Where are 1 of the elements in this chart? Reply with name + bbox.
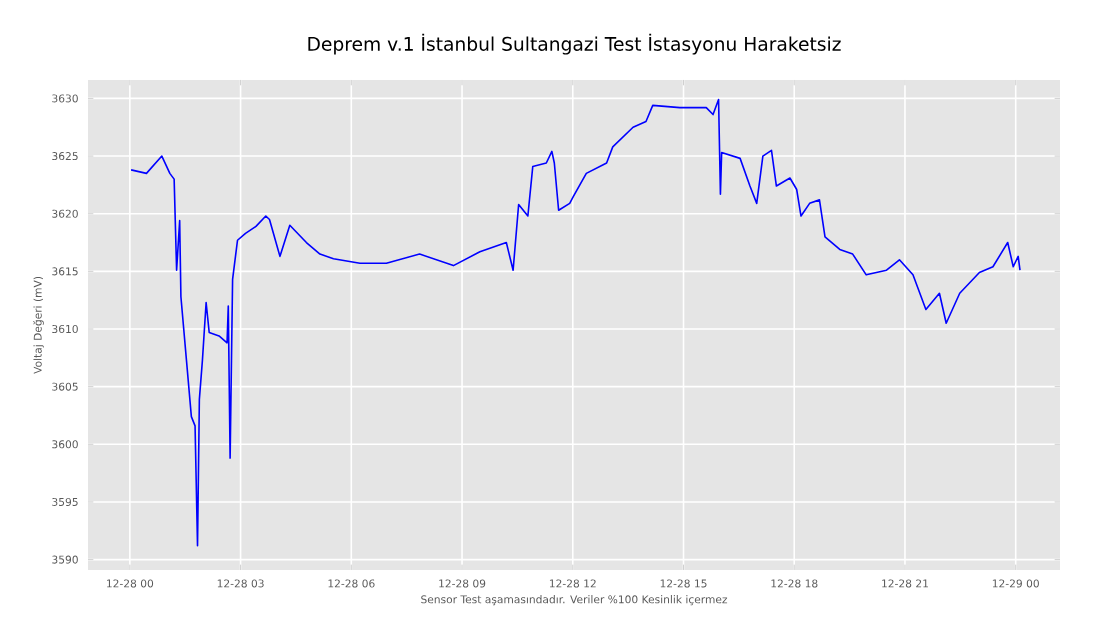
chart-title: Deprem v.1 İstanbul Sultangazi Test İstasyonu Haraketsiz [308, 33, 841, 55]
